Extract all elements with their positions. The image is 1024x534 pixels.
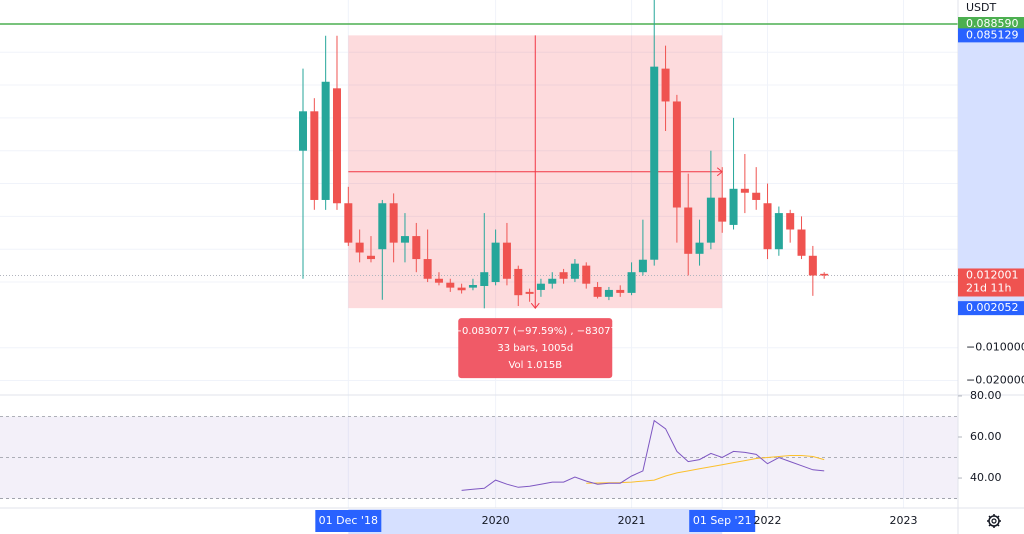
candle-body xyxy=(310,111,319,200)
candle-body xyxy=(593,286,602,297)
candle-body xyxy=(480,272,489,286)
tooltip-text: Vol 1.015B xyxy=(508,360,562,371)
candle-body xyxy=(695,242,704,254)
candle-body xyxy=(502,242,511,279)
price-label-box xyxy=(958,268,1024,297)
price-label-box xyxy=(958,301,1024,316)
candle-body xyxy=(718,197,727,222)
unit-label: USDT xyxy=(966,1,997,14)
price-label-box xyxy=(958,17,1024,32)
x-tick-label: 2020 xyxy=(482,514,510,527)
candle-body xyxy=(468,285,477,288)
candle-body xyxy=(344,203,353,243)
candle-body xyxy=(423,259,432,279)
price-label-box xyxy=(958,28,1024,43)
candle-body xyxy=(525,291,534,294)
rsi-band xyxy=(0,416,958,499)
measure-arrow xyxy=(530,302,540,309)
candle-body xyxy=(412,236,421,260)
candle-body xyxy=(752,192,761,200)
candles xyxy=(299,0,829,309)
x-tick-label: 2022 xyxy=(754,514,782,527)
time-label-box xyxy=(315,510,382,532)
candle-body xyxy=(808,255,817,276)
candle-body xyxy=(740,188,749,193)
candle-body xyxy=(763,203,772,250)
candle-body xyxy=(774,213,783,250)
x-tick-label: 01 Sep '21 xyxy=(693,514,752,527)
candle-body xyxy=(627,272,636,293)
candle-body xyxy=(661,68,670,102)
candle-body xyxy=(514,268,523,296)
tooltip-text: −0.083077 (−97.59%) , −83077 xyxy=(454,326,617,337)
price-label: 0.088590 xyxy=(966,17,1019,30)
countdown: 21d 11h xyxy=(966,281,1011,294)
candle-body xyxy=(638,259,647,273)
x-tick-label: 2023 xyxy=(889,514,917,527)
candle-body xyxy=(378,203,387,250)
candle-body xyxy=(299,111,307,151)
rsi-line xyxy=(461,419,825,491)
candle-body xyxy=(604,289,613,297)
x-tick-label: 01 Dec '18 xyxy=(319,514,378,527)
candle-body xyxy=(400,236,409,243)
rsi-tick-label: 40.00 xyxy=(970,471,1002,484)
candle-body xyxy=(434,278,443,283)
candle-body xyxy=(559,272,568,279)
candle-body xyxy=(616,289,625,293)
candle-body xyxy=(332,88,341,204)
settings-icon[interactable] xyxy=(987,514,1001,528)
rsi-tick-label: 80.00 xyxy=(970,389,1002,402)
candle-body xyxy=(582,265,591,284)
time-highlight xyxy=(348,509,723,534)
candle-body xyxy=(321,81,330,200)
measure-tooltip: −0.083077 (−97.59%) , −83077 33 bars, 100… xyxy=(454,318,617,379)
rsi-ma-line xyxy=(586,455,825,484)
y-tick-label: −0.020000 xyxy=(966,374,1024,387)
candle-body xyxy=(684,207,693,254)
candle-body xyxy=(366,255,375,260)
candle-body xyxy=(446,282,455,288)
price-label: 0.012001 xyxy=(966,268,1019,281)
candle-body xyxy=(389,203,398,243)
y-tick-label: −0.010000 xyxy=(966,341,1024,354)
tooltip-text: 33 bars, 1005d xyxy=(497,343,573,354)
candle-body xyxy=(650,66,659,260)
price-label: 0.002052 xyxy=(966,301,1019,314)
rsi-tick-label: 60.00 xyxy=(970,430,1002,443)
candle-body xyxy=(548,278,557,284)
candle-body xyxy=(491,242,500,283)
candle-body xyxy=(457,287,466,291)
candle-body xyxy=(706,197,715,243)
price-label: 0.085129 xyxy=(966,28,1019,41)
axis-highlight xyxy=(958,35,1024,309)
candle-body xyxy=(570,263,579,279)
candle-body xyxy=(797,229,806,256)
x-tick-label: 2021 xyxy=(618,514,646,527)
tooltip-box xyxy=(458,318,613,379)
candle-body xyxy=(820,273,829,276)
time-label-box xyxy=(689,510,756,532)
candle-body xyxy=(672,101,681,208)
candle-body xyxy=(536,283,545,290)
candle-body xyxy=(786,213,795,230)
chart-layer: −0.083077 (−97.59%) , −83077 33 bars, 100… xyxy=(0,0,958,508)
candle-body xyxy=(355,242,364,253)
candle-body xyxy=(729,188,738,225)
